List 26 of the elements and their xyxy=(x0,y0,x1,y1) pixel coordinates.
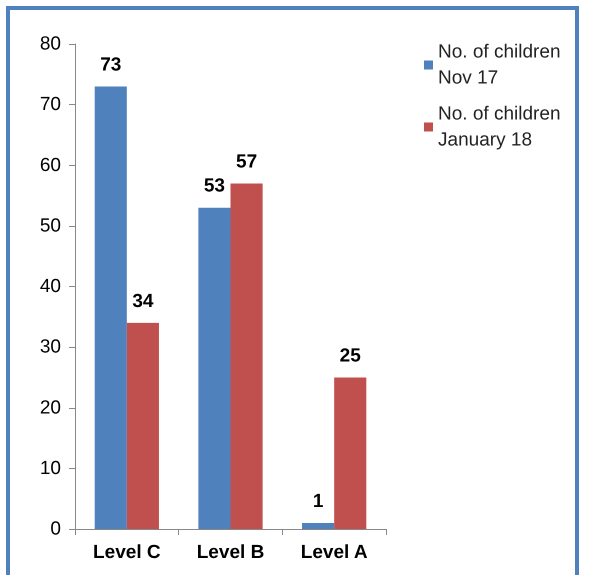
bar xyxy=(126,322,159,529)
y-tick-label: 80 xyxy=(40,34,61,54)
y-tick-label: 10 xyxy=(40,458,61,479)
data-label: 73 xyxy=(100,54,122,76)
y-tick-label: 50 xyxy=(40,215,61,236)
legend-label: No. of children Nov 17 xyxy=(438,42,566,88)
bar xyxy=(94,86,127,529)
y-tick-label: 40 xyxy=(40,276,61,297)
data-label: 1 xyxy=(312,490,324,512)
x-tick-label: Level C xyxy=(93,542,161,563)
y-tick-label: 60 xyxy=(40,154,61,176)
bar xyxy=(334,377,366,529)
bar xyxy=(302,522,334,529)
data-label: 53 xyxy=(204,176,225,197)
y-tick-label: 30 xyxy=(40,336,61,358)
y-tick-label: 0 xyxy=(50,518,61,540)
bar xyxy=(198,208,230,529)
bar xyxy=(230,183,263,529)
legend-label: No. of children January 18 xyxy=(438,104,566,150)
x-tick-label: Level A xyxy=(300,542,368,563)
data-label: 57 xyxy=(236,151,258,172)
x-tick-label: Level B xyxy=(196,542,264,563)
y-tick-label: 20 xyxy=(40,397,61,418)
data-label: 34 xyxy=(132,290,154,312)
data-label: 25 xyxy=(340,345,362,366)
y-tick-label: 70 xyxy=(40,94,61,116)
